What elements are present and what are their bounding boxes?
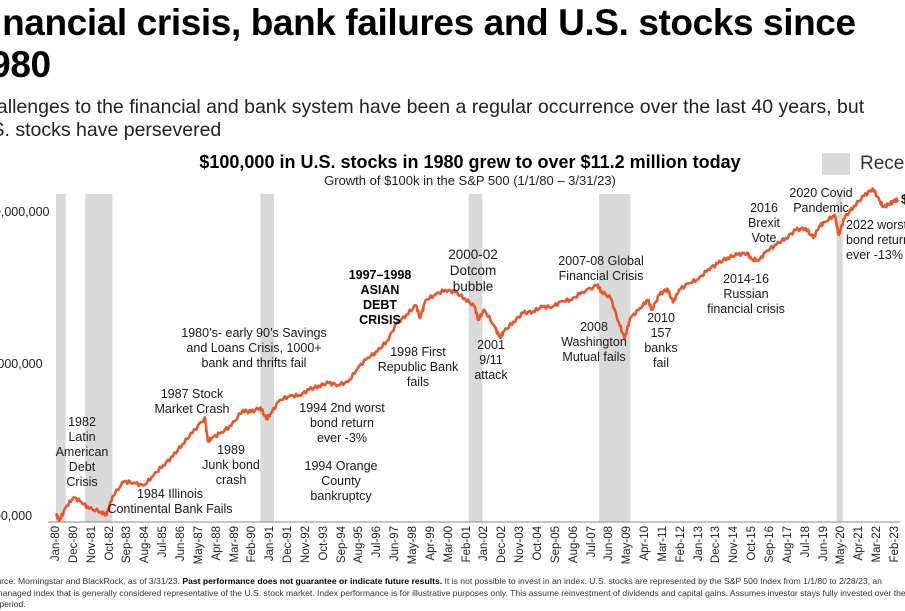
recession-legend-swatch xyxy=(822,153,850,175)
annotation-2022-bond: 2022 worst bond return ever -13% xyxy=(846,218,905,262)
x-tick-label: Feb-90 xyxy=(246,526,259,563)
annotation-2010-bank-fails: 2010 157 banks fail xyxy=(644,311,678,370)
annotation-asian-debt-crisis: 1997–1998 ASIAN DEBT CRISIS xyxy=(348,268,412,327)
x-tick-label: Mar-89 xyxy=(228,526,241,563)
x-tick-label: Jun-97 xyxy=(389,526,402,562)
recession-band-1 xyxy=(85,194,113,522)
recession-band-4 xyxy=(599,194,631,522)
x-tick-label: Oct-82 xyxy=(103,526,116,561)
annotation-savings-loans: 1980’s- early 90’s Savings and Loans Cri… xyxy=(181,326,327,370)
annotation-1998-first-republic: 1998 First Republic Bank fails xyxy=(377,345,459,389)
annotation-1994-orange-county: 1994 Orange County bankruptcy xyxy=(304,459,378,503)
x-tick-label: Jan-91 xyxy=(264,526,277,562)
x-tick-label: May-09 xyxy=(621,526,634,565)
annotation-wamu: 2008 Washington Mutual fails xyxy=(561,320,627,364)
x-tick-label: Nov-92 xyxy=(299,526,312,564)
annotation-gfc: 2007-08 Global Financial Crisis xyxy=(558,254,644,283)
x-tick-label: May-20 xyxy=(835,526,848,565)
x-tick-label: Oct-15 xyxy=(746,526,759,561)
annotation-brexit: 2016 Brexit Vote xyxy=(748,201,780,245)
x-tick-label: Apr-10 xyxy=(639,526,652,561)
x-tick-label: Jun-19 xyxy=(817,526,830,562)
x-tick-label: Jan-13 xyxy=(692,526,705,562)
annotation-covid: 2020 Covid Pandemic xyxy=(789,186,853,215)
annotation-911: 2001 9/11 attack xyxy=(474,338,508,382)
x-tick-label: Oct-93 xyxy=(317,526,330,561)
x-tick-label: Nov-14 xyxy=(728,526,741,564)
recession-legend-label: Recession xyxy=(860,153,905,174)
x-tick-label: Feb-01 xyxy=(460,526,473,563)
annotation-1982-latin-america: 1982 Latin American Debt Crisis xyxy=(55,415,109,489)
x-tick-label: Aug-06 xyxy=(567,526,580,564)
x-tick-label: Mar-00 xyxy=(442,526,455,563)
source-footnote: Source: Morningstar and BlackRock, as of… xyxy=(0,576,905,611)
x-tick-label: Dec-13 xyxy=(710,526,723,564)
y-tick-label-1m: $1,000,000 xyxy=(0,357,43,371)
recession-band-2 xyxy=(260,194,275,522)
x-tick-label: Sep-05 xyxy=(549,526,562,564)
x-tick-label: Apr-88 xyxy=(210,526,223,561)
annotation-russian-crisis: 2014-16 Russian financial crisis xyxy=(707,272,785,316)
x-tick-label: Nov-81 xyxy=(85,526,98,564)
x-tick-label: Jan-80 xyxy=(50,526,62,562)
chart-title: $100,000 in U.S. stocks in 1980 grew to … xyxy=(199,152,741,172)
x-tick-label: Feb-12 xyxy=(674,526,687,563)
x-tick-label: Apr-21 xyxy=(853,526,866,561)
source-prefix: Source: Morningstar and BlackRock, as of… xyxy=(0,576,180,586)
annotation-1987-crash: 1987 Stock Market Crash xyxy=(154,387,230,416)
x-tick-label: Aug-84 xyxy=(139,526,152,564)
x-tick-label: Aug-17 xyxy=(781,526,794,564)
x-tick-label: Sep-83 xyxy=(121,526,134,564)
series-line-0 xyxy=(55,187,900,522)
x-tick-label: May-87 xyxy=(192,526,205,565)
x-tick-label: Nov-03 xyxy=(514,526,527,564)
annotation-dotcom: 2000-02 Dotcom bubble xyxy=(448,247,498,294)
x-tick-label: Dec-02 xyxy=(496,526,509,564)
end-value-label: $11.2M xyxy=(901,192,905,207)
x-tick-label: Feb-23 xyxy=(889,526,901,563)
x-tick-label: Oct-04 xyxy=(531,526,544,561)
source-rest: It is not possible to invest in an index… xyxy=(0,576,905,609)
y-tick-label-100k: $100,000 xyxy=(0,509,33,523)
x-tick-label: Dec-80 xyxy=(67,526,80,564)
x-tick-label: Sep-94 xyxy=(335,526,348,564)
x-tick-label: Apr-99 xyxy=(424,526,437,561)
y-tick-label-10m: $10,000,000 xyxy=(0,205,50,219)
annotation-1984-illinois: 1984 Illinois Continental Bank Fails xyxy=(107,487,233,516)
x-tick-label: Dec-91 xyxy=(282,526,295,564)
x-tick-label: Sep-16 xyxy=(764,526,777,564)
x-tick-label: Mar-11 xyxy=(656,526,669,562)
chart-subtitle: Growth of $100k in the S&P 500 (1/1/80 –… xyxy=(324,173,616,188)
x-tick-label: Jun-08 xyxy=(603,526,616,562)
x-tick-label: Jun-86 xyxy=(174,526,187,562)
x-tick-label: Jul-18 xyxy=(799,526,812,558)
x-tick-label: Jul-85 xyxy=(157,526,170,558)
x-tick-label: Jan-02 xyxy=(478,526,491,562)
annotation-1989-junk-bond: 1989 Junk bond crash xyxy=(202,443,260,487)
x-tick-label: May-98 xyxy=(407,526,420,565)
page-title: Financial crisis, bank failures and U.S.… xyxy=(0,2,856,85)
recession-band-0 xyxy=(56,194,66,522)
x-tick-label: Aug-95 xyxy=(353,526,366,564)
source-disclaimer-bold: Past performance does not guarantee or i… xyxy=(182,576,443,586)
page-subtitle: Challenges to the financial and bank sys… xyxy=(0,96,865,141)
x-tick-label: Jul-96 xyxy=(371,526,384,558)
x-tick-label: Mar-22 xyxy=(871,526,884,563)
annotation-1994-bond: 1994 2nd worst bond return ever -3% xyxy=(299,401,385,445)
recession-band-5 xyxy=(836,194,843,522)
x-tick-label: Jul-07 xyxy=(585,526,598,558)
recession-band-3 xyxy=(468,194,483,522)
